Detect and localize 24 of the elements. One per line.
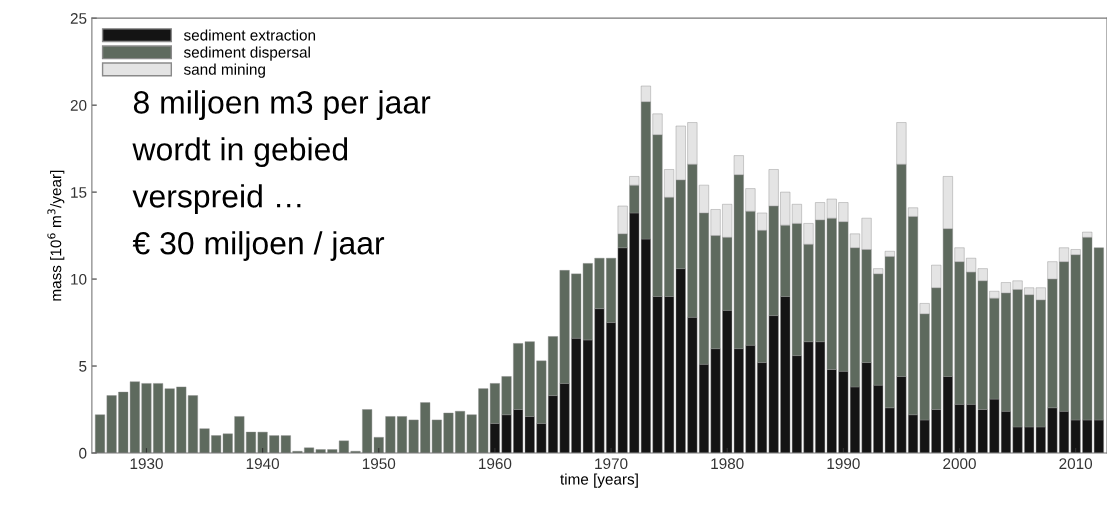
x-tick-label: 2000 [943, 458, 976, 470]
legend-label: sediment dispersal [183, 46, 310, 61]
x-tick-label: 2010 [1059, 458, 1093, 470]
annotation: 8 miljoen m3 per jaar [133, 90, 431, 121]
y-tick-label: 25 [70, 13, 87, 24]
x-tick-label: 1950 [362, 458, 396, 470]
y-tick-label: 15 [71, 187, 87, 198]
legend-label: sand mining [183, 63, 265, 78]
y-tick-label: 20 [70, 100, 87, 111]
x-axis-title: time [years] [560, 473, 638, 488]
x-tick-label: 1930 [130, 458, 163, 470]
annotation: wordt in gebied [132, 137, 348, 167]
legend-label: sediment extraction [183, 29, 316, 41]
annotation: € 30 miljoen / jaar [132, 231, 385, 261]
x-tick-label: 1990 [827, 458, 860, 470]
x-tick-label: 1980 [711, 458, 744, 470]
x-tick-label: 1940 [246, 458, 280, 470]
y-axis-title: mass [10$^{6}$ m$^{3}$/year] [47, 170, 65, 301]
y-tick-label: 5 [79, 361, 87, 372]
y-tick-label: 10 [71, 273, 87, 285]
x-tick-label: 1960 [479, 458, 512, 470]
y-tick-label: 0 [79, 447, 87, 459]
x-tick-label: 1970 [595, 458, 628, 470]
annotation: verspreid … [132, 184, 301, 214]
